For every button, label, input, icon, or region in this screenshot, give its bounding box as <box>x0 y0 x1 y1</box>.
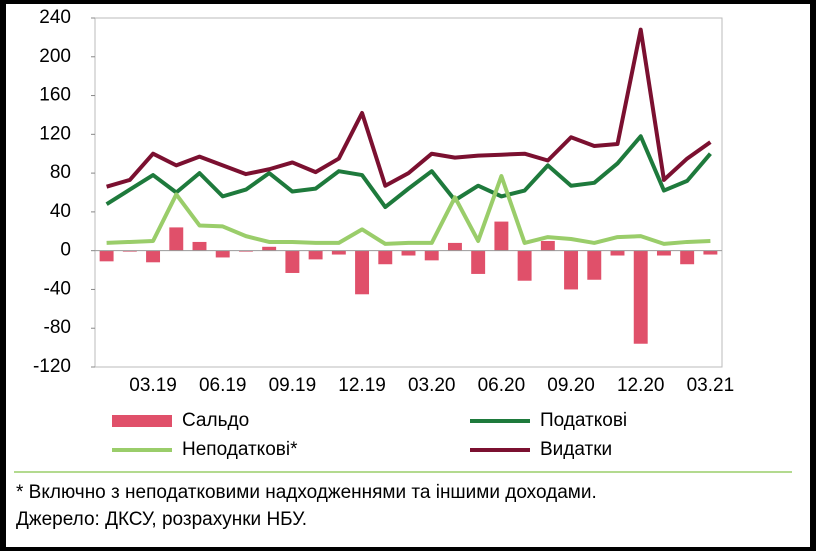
bar <box>540 240 555 251</box>
legend-label: Видатки <box>540 439 612 460</box>
line <box>106 174 711 246</box>
line <box>105 134 712 210</box>
bar <box>192 241 207 251</box>
bar <box>355 250 370 295</box>
x-tick-label: 03.21 <box>687 375 735 396</box>
y-tick-label: 0 <box>60 240 71 261</box>
bar <box>564 250 579 290</box>
note: Джерело: ДКСУ, розрахунки НБУ. <box>16 509 307 530</box>
bar <box>401 250 416 256</box>
bar <box>633 250 648 344</box>
bar <box>215 250 230 258</box>
bar <box>587 250 602 280</box>
bar <box>703 250 718 255</box>
bar <box>447 242 462 251</box>
legend-swatch <box>112 415 172 427</box>
bar <box>424 250 439 261</box>
bar <box>262 246 277 251</box>
bar <box>494 221 509 251</box>
panel <box>6 4 810 547</box>
y-tick-label: -40 <box>44 278 71 299</box>
y-tick-label: 240 <box>39 7 71 28</box>
bar <box>471 250 486 274</box>
bar <box>517 250 532 281</box>
legend-label: Сальдо <box>182 410 249 431</box>
x-tick-label: 12.19 <box>338 375 386 396</box>
x-tick-label: 03.19 <box>129 375 177 396</box>
x-tick-label: 06.20 <box>478 375 526 396</box>
y-tick-label: 160 <box>39 85 71 106</box>
bar <box>285 250 300 273</box>
bar <box>146 250 161 263</box>
legend-label: Податкові <box>540 410 627 431</box>
bar <box>610 250 625 256</box>
bar <box>169 227 184 251</box>
x-tick-label: 06.19 <box>199 375 247 396</box>
x-tick-label: 09.19 <box>269 375 317 396</box>
y-tick-label: -120 <box>33 356 71 377</box>
note: * Включно з неподатковими надходженнями … <box>16 482 597 503</box>
y-tick-label: 80 <box>50 162 71 183</box>
bar <box>308 250 323 260</box>
bar <box>656 250 671 256</box>
plot-frame <box>94 17 723 368</box>
x-tick-label: 12.20 <box>617 375 665 396</box>
line <box>106 27 712 189</box>
bar <box>680 250 695 265</box>
bar <box>331 250 346 255</box>
legend-label: Неподаткові* <box>182 439 298 460</box>
x-tick-label: 09.20 <box>547 375 595 396</box>
y-tick-label: 40 <box>50 201 71 222</box>
y-tick-label: -80 <box>44 317 71 338</box>
y-tick-label: 200 <box>39 46 71 67</box>
bar <box>378 250 393 265</box>
y-tick-label: 120 <box>39 123 71 144</box>
bar <box>99 250 114 262</box>
x-tick-label: 03.20 <box>408 375 456 396</box>
